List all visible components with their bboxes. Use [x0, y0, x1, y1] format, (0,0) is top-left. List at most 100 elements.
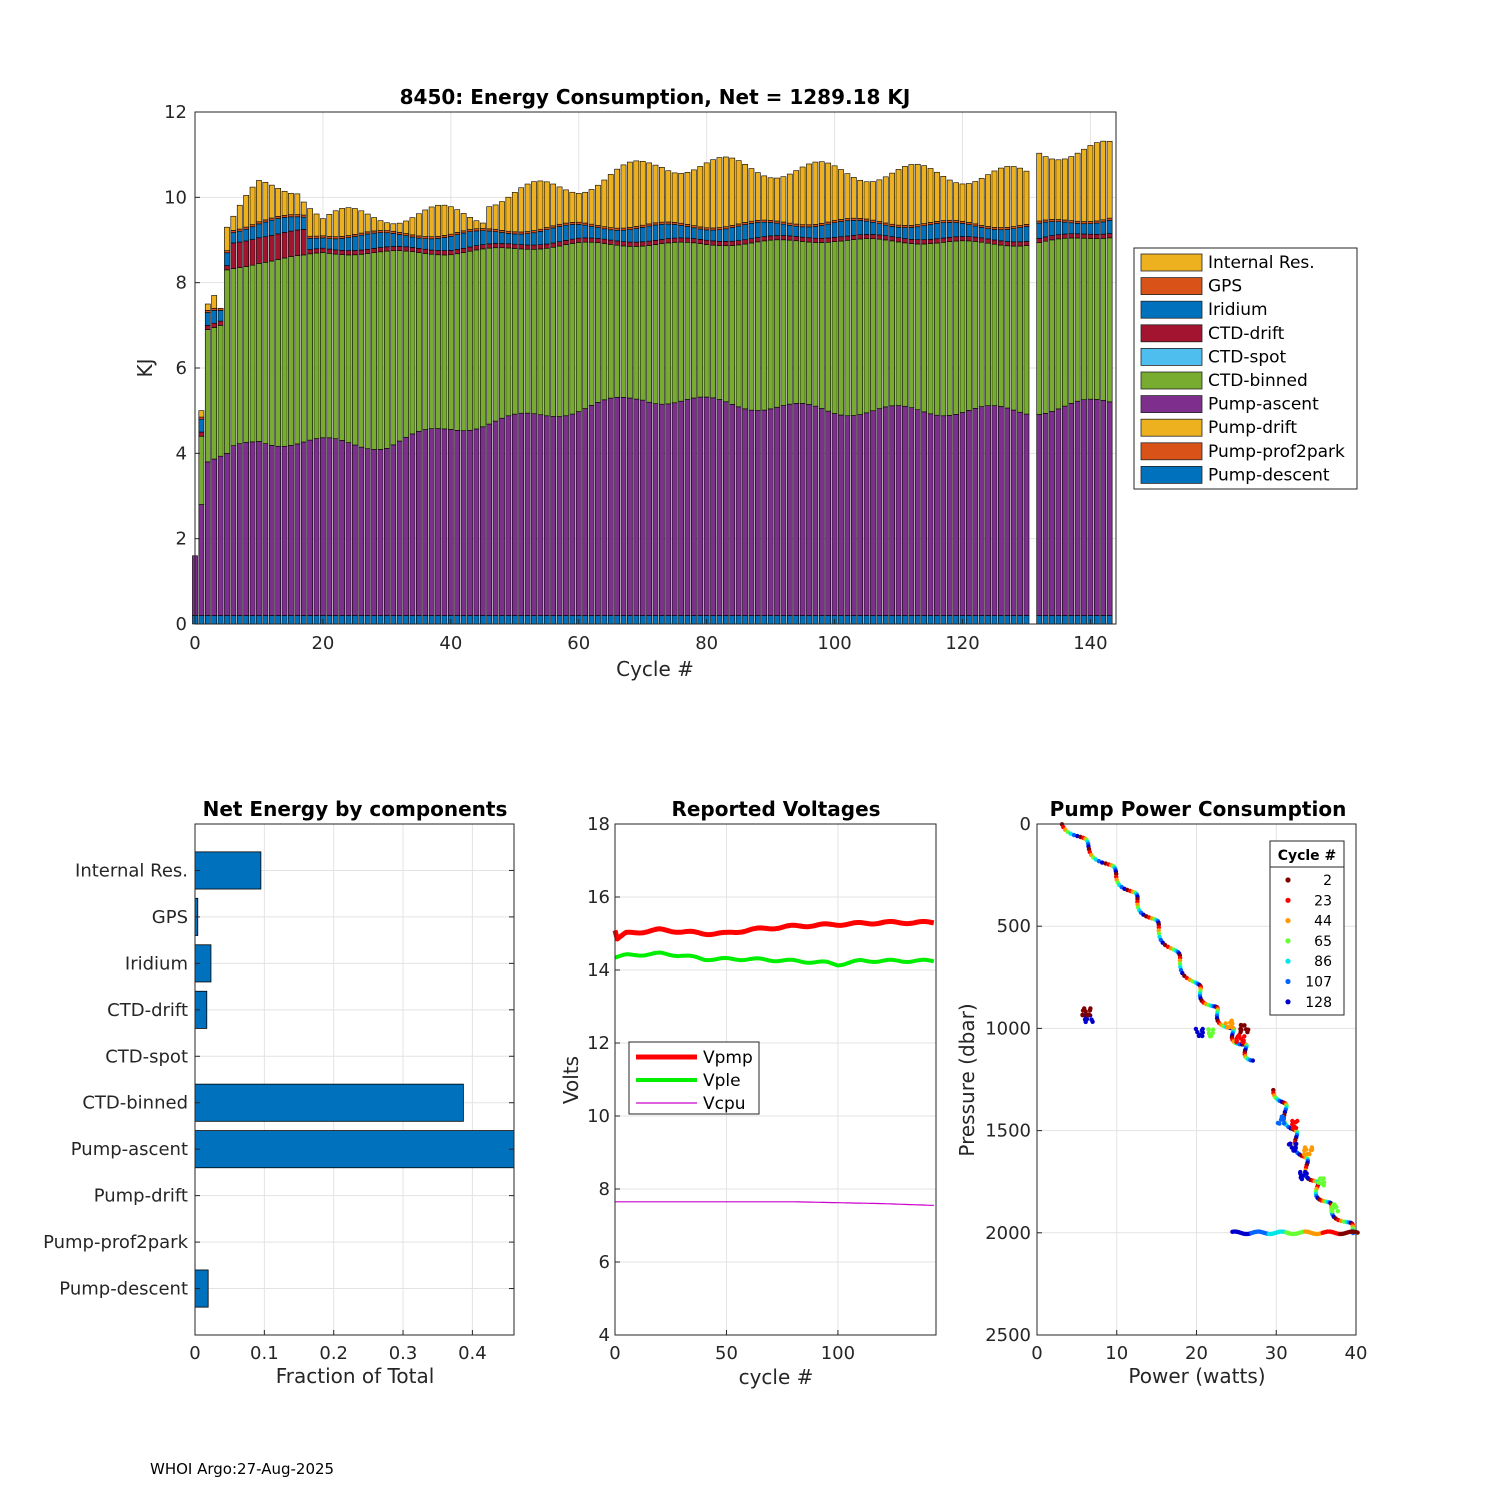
energy-bar-gps-c62: [588, 223, 595, 227]
energy-bar-ctd-binned-c122: [972, 241, 979, 409]
energy-bar-ctd-binned-c64: [601, 243, 608, 401]
energy-bar-ctd-drift-c57: [556, 241, 563, 247]
energy-legend-label: CTD-binned: [1208, 371, 1308, 391]
pump-tick-label-x: 20: [1185, 1343, 1208, 1364]
energy-bar-pump-ascent-c69: [633, 398, 640, 616]
energy-bar-ctd-binned-c73: [659, 243, 665, 405]
energy-bar-ctd-drift-c141: [1093, 234, 1100, 239]
pump-point: [1289, 1145, 1295, 1150]
energy-bar-pump-descent-c2: [204, 615, 211, 625]
pump-point: [1206, 1027, 1211, 1032]
energy-bar-internal-res--c60: [575, 193, 582, 223]
energy-bar-iridium-c41: [454, 234, 461, 250]
pump-point: [1238, 1026, 1243, 1032]
energy-bar-ctd-binned-c127: [1004, 245, 1011, 409]
energy-bar-ctd-binned-c43: [467, 250, 473, 431]
pump-point: [1290, 1118, 1295, 1124]
energy-bar-pump-descent-c77: [684, 615, 691, 625]
energy-bar-ctd-drift-c59: [569, 238, 576, 244]
energy-bar-pump-ascent-c35: [415, 430, 422, 616]
energy-bar-gps-c8: [243, 226, 250, 230]
energy-bar-gps-c125: [991, 227, 998, 230]
energy-bar-pump-descent-c128: [1010, 615, 1017, 625]
pump-point: [1293, 1142, 1299, 1147]
pump-point: [1090, 1019, 1095, 1024]
energy-bar-gps-c104: [857, 218, 864, 221]
energy-bar-internal-res--c143: [1106, 140, 1113, 219]
energy-bar-pump-ascent-c117: [940, 415, 947, 616]
energy-bar-ctd-drift-c66: [614, 240, 620, 246]
energy-bar-ctd-drift-c18: [307, 249, 313, 255]
energy-bar-iridium-c133: [1042, 221, 1049, 238]
energy-bar-gps-c53: [531, 230, 537, 234]
pump-legend-label: 23: [1314, 893, 1332, 909]
energy-bar-pump-ascent-c95: [799, 403, 806, 616]
energy-chart-title: 8450: Energy Consumption, Net = 1289.18 …: [400, 85, 911, 109]
energy-bar-ctd-drift-c47: [492, 243, 499, 249]
energy-bar-pump-descent-c12: [268, 615, 275, 625]
energy-bar-iridium-c18: [307, 238, 313, 250]
energy-bar-ctd-binned-c57: [556, 245, 563, 417]
components-tick-label-y: Pump-descent: [59, 1279, 188, 1300]
energy-bar-iridium-c75: [671, 224, 678, 239]
energy-bar-gps-c30: [384, 230, 390, 234]
energy-bar-iridium-c21: [326, 238, 333, 250]
energy-bar-pump-descent-c141: [1093, 615, 1100, 625]
energy-bar-iridium-c44: [473, 230, 480, 246]
energy-bar-ctd-drift-c17: [300, 229, 307, 256]
energy-bar-internal-res--c23: [339, 208, 345, 237]
voltages-legend-label: Vpmp: [703, 1048, 753, 1068]
energy-bar-gps-c92: [780, 221, 787, 225]
energy-bar-gps-c19: [313, 235, 320, 239]
energy-bar-pump-descent-c102: [844, 615, 851, 625]
energy-tick-label-y: 0: [176, 614, 187, 635]
pump-point: [1320, 1176, 1325, 1182]
pump-legend-title: Cycle #: [1278, 848, 1337, 864]
energy-bar-gps-c105: [863, 218, 870, 222]
energy-bar-internal-res--c120: [959, 183, 966, 222]
pump-legend-label: 44: [1314, 914, 1332, 930]
energy-bar-ctd-drift-c142: [1100, 233, 1107, 239]
energy-bar-ctd-drift-c101: [838, 236, 844, 242]
energy-bar-iridium-c46: [486, 230, 493, 245]
energy-bar-internal-res--c76: [678, 173, 684, 224]
energy-bar-pump-descent-c123: [978, 615, 985, 625]
energy-bar-internal-res--c107: [876, 179, 883, 222]
energy-bar-ctd-binned-c81: [710, 244, 716, 399]
energy-bar-internal-res--c33: [403, 220, 409, 234]
components-bar-pump-ascent: [194, 1130, 515, 1169]
energy-bar-internal-res--c56: [550, 183, 557, 227]
energy-bar-pump-descent-c32: [396, 615, 403, 625]
energy-bar-ctd-binned-c26: [358, 253, 365, 448]
energy-bar-ctd-drift-c5: [224, 265, 230, 271]
energy-bar-pump-ascent-c115: [927, 413, 934, 616]
energy-bar-pump-ascent-c31: [390, 444, 397, 616]
energy-bar-ctd-drift-c123: [978, 237, 985, 243]
energy-bar-iridium-c48: [499, 232, 505, 244]
energy-bar-internal-res--c129: [1017, 167, 1023, 226]
energy-bar-pump-descent-c28: [371, 615, 377, 625]
energy-tick-label-x: 120: [945, 633, 979, 654]
energy-bar-gps-c117: [940, 220, 947, 224]
energy-bar-pump-ascent-c81: [710, 397, 716, 616]
energy-bar-gps-c34: [409, 234, 416, 238]
energy-bar-gps-c87: [748, 220, 755, 224]
energy-bar-pump-descent-c103: [850, 615, 857, 625]
energy-tick-label-y: 6: [176, 358, 187, 379]
energy-bar-ctd-drift-c9: [249, 239, 256, 266]
energy-bar-ctd-binned-c135: [1055, 238, 1062, 410]
energy-bar-pump-descent-c71: [646, 615, 652, 625]
energy-bar-iridium-c84: [729, 227, 736, 242]
energy-legend-label: CTD-spot: [1208, 347, 1287, 367]
voltages-ticks: 0 50 100 4 6 8 10 12 14 16 18: [587, 814, 855, 1364]
energy-bar-gps-c120: [959, 220, 966, 224]
energy-bar-pump-ascent-c136: [1061, 405, 1068, 616]
energy-bar-iridium-c110: [895, 226, 902, 238]
energy-bar-ctd-binned-c72: [652, 244, 659, 404]
pump-x-label: Power (watts): [1128, 1364, 1265, 1388]
energy-bar-pump-descent-c56: [550, 615, 557, 625]
energy-bar-pump-descent-c133: [1042, 615, 1049, 625]
energy-bar-pump-descent-c86: [742, 615, 748, 625]
energy-bar-gps-c95: [799, 224, 806, 228]
energy-bar-ctd-binned-c1: [198, 435, 205, 505]
